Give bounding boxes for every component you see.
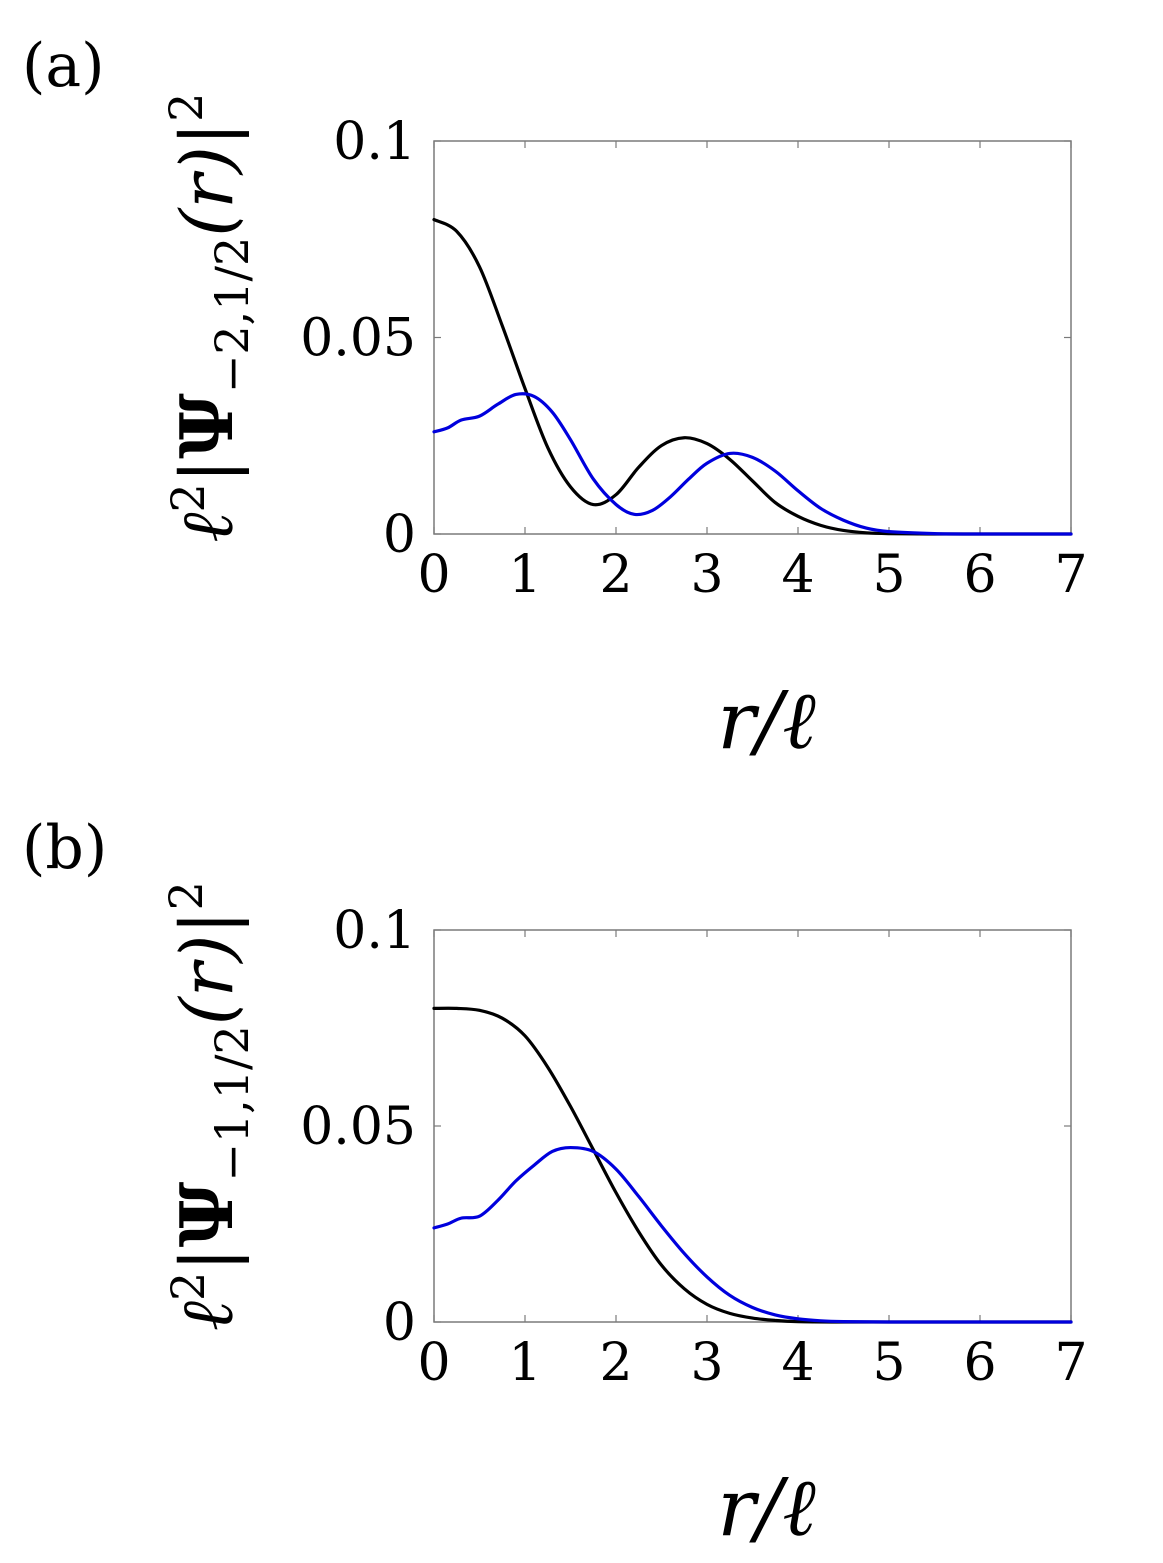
panel-a-xlabel: r/ℓ — [717, 674, 816, 767]
panel-a-xtick-label-7: 7 — [1054, 545, 1087, 605]
panel-a-ylabel-bar-left: | — [165, 459, 249, 483]
panel-a-xtick-label-1: 1 — [508, 545, 541, 605]
panel-b-plot-frame — [433, 929, 1072, 1323]
panel-a-xtick-label-5: 5 — [872, 545, 905, 605]
panel-a-ylabel-psi: Ψ — [164, 393, 249, 459]
panel-b-xtick-label-7: 7 — [1054, 1333, 1087, 1393]
panel-b-xtick-label-4: 4 — [781, 1333, 814, 1393]
panel-a-xtick-label-4: 4 — [781, 545, 814, 605]
panel-a-ylabel-ell-sup: 2 — [161, 483, 215, 512]
panel-a-ylabel-sup: 2 — [159, 93, 213, 122]
panel-a-ylabel-arg: (r) — [165, 146, 249, 237]
panel-b-xlabel: r/ℓ — [717, 1461, 816, 1554]
panel-b-xtick-label-6: 6 — [963, 1333, 996, 1393]
panel-b-ylabel-arg: (r) — [165, 935, 249, 1026]
panel-a-ytick-label-2: 0.1 — [333, 112, 416, 172]
panel-a-ytick-label-0: 0 — [383, 505, 416, 565]
panel-b-ylabel-psi-sub: −1,1/2 — [205, 1025, 259, 1181]
panel-a-ytick-label-1: 0.05 — [300, 309, 416, 369]
panel-b-ylabel-sup: 2 — [159, 881, 213, 910]
panel-a-label: (a) — [22, 31, 105, 101]
panel-a-ylabel: ℓ2|Ψ−2,1/2(r)|2 — [159, 93, 259, 543]
panel-b-series-1-line — [432, 1145, 1073, 1324]
panel-b-xtick-label-0: 0 — [417, 1333, 450, 1393]
panel-b-ytick-label-0: 0 — [383, 1293, 416, 1353]
panel-a-xtick-label-6: 6 — [963, 545, 996, 605]
panel-b-ylabel-bar-right: | — [165, 910, 249, 934]
panel-a-ylabel-ell: ℓ — [165, 512, 249, 542]
panel-a-xtick-label-3: 3 — [690, 545, 723, 605]
panel-b-ytick-label-2: 0.1 — [333, 901, 416, 961]
panel-b-ylabel-psi: Ψ — [164, 1181, 249, 1247]
panel-a-plot-frame — [433, 140, 1072, 535]
panel-a-series-0-line — [432, 218, 1073, 536]
panel-b-ytick-label-1: 0.05 — [300, 1097, 416, 1157]
panel-b-xtick-label-5: 5 — [872, 1333, 905, 1393]
panel-b-xtick-label-1: 1 — [508, 1333, 541, 1393]
panel-a-xtick-label-2: 2 — [599, 545, 632, 605]
panel-a-ylabel-bar-right: | — [165, 122, 249, 146]
panel-a: (a)0 1 2 3 4 5 6 700.050.1r/ℓℓ2|Ψ−2,1/2(r)|2 — [22, 31, 1088, 767]
panel-a-ylabel-psi-sub: −2,1/2 — [205, 237, 259, 393]
panel-b-ylabel-bar-left: | — [165, 1247, 249, 1271]
panel-b-label: (b) — [22, 813, 107, 883]
panel-a-series-1-line — [432, 392, 1073, 536]
panel-a-xtick-label-0: 0 — [417, 545, 450, 605]
panel-b-ylabel-ell-sup: 2 — [161, 1272, 215, 1301]
panel-b-xtick-label-3: 3 — [690, 1333, 723, 1393]
panel-b-ylabel-ell: ℓ — [165, 1301, 249, 1331]
panel-b-xtick-label-2: 2 — [599, 1333, 632, 1393]
panel-b-ylabel: ℓ2|Ψ−1,1/2(r)|2 — [159, 881, 259, 1331]
panel-b-series-0-line — [432, 1006, 1073, 1324]
panel-b: (b)0 1 2 3 4 5 6 700.050.1r/ℓℓ2|Ψ−1,1/2(r)|2 — [22, 813, 1088, 1554]
